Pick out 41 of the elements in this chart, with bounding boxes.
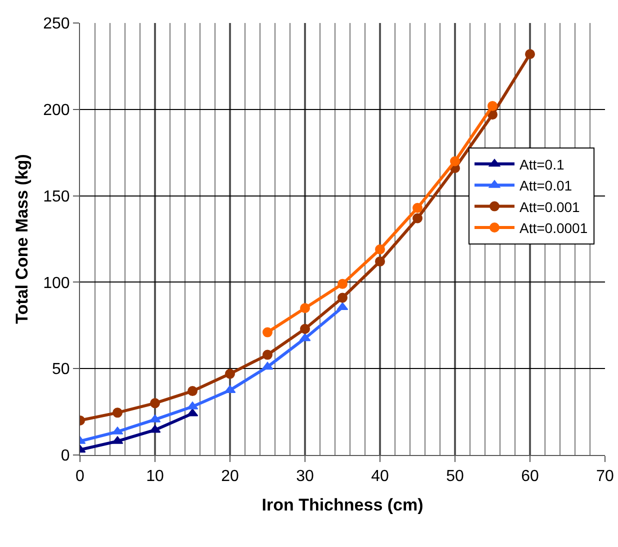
x-tick-label: 10: [146, 468, 164, 486]
y-tick-label: 150: [43, 188, 70, 206]
point: [375, 256, 385, 266]
legend-label: Att=0.001: [520, 198, 580, 215]
point: [262, 350, 272, 360]
point: [300, 303, 310, 314]
point: [299, 333, 311, 342]
point: [450, 156, 460, 166]
point: [412, 213, 422, 224]
y-tick-label: 250: [43, 16, 70, 33]
x-tick-label: 20: [221, 468, 239, 486]
legend-label: Att=0.0001: [520, 220, 588, 236]
x-tick-label: 30: [296, 468, 314, 486]
point: [225, 368, 235, 379]
x-tick-label: 0: [76, 468, 85, 486]
point: [338, 278, 348, 289]
legend-label: Att=0.1: [520, 156, 564, 172]
y-tick-label: 100: [43, 274, 70, 292]
point: [375, 244, 385, 254]
point: [262, 362, 274, 370]
point: [188, 386, 198, 396]
legend-label: Att=0.01: [520, 178, 572, 194]
y-tick-label: 200: [43, 102, 70, 119]
x-tick-label: 40: [371, 468, 389, 486]
y-tick-label: 0: [60, 448, 70, 465]
x-tick-label: 50: [446, 468, 464, 486]
point: [262, 327, 272, 338]
point: [338, 292, 348, 303]
point: [300, 324, 310, 334]
y-tick-label: 50: [52, 361, 70, 378]
x-tick-label: 60: [521, 468, 539, 486]
point: [525, 49, 535, 60]
point: [412, 202, 422, 213]
point: [336, 302, 348, 310]
y-axis-title: Total Cone Mass (kg): [12, 154, 32, 324]
point: [149, 424, 161, 433]
x-axis-title: Iron Thichness (cm): [262, 496, 424, 515]
x-tick-label: 70: [596, 468, 614, 486]
point: [488, 100, 498, 111]
point: [112, 408, 122, 418]
point: [150, 398, 160, 408]
